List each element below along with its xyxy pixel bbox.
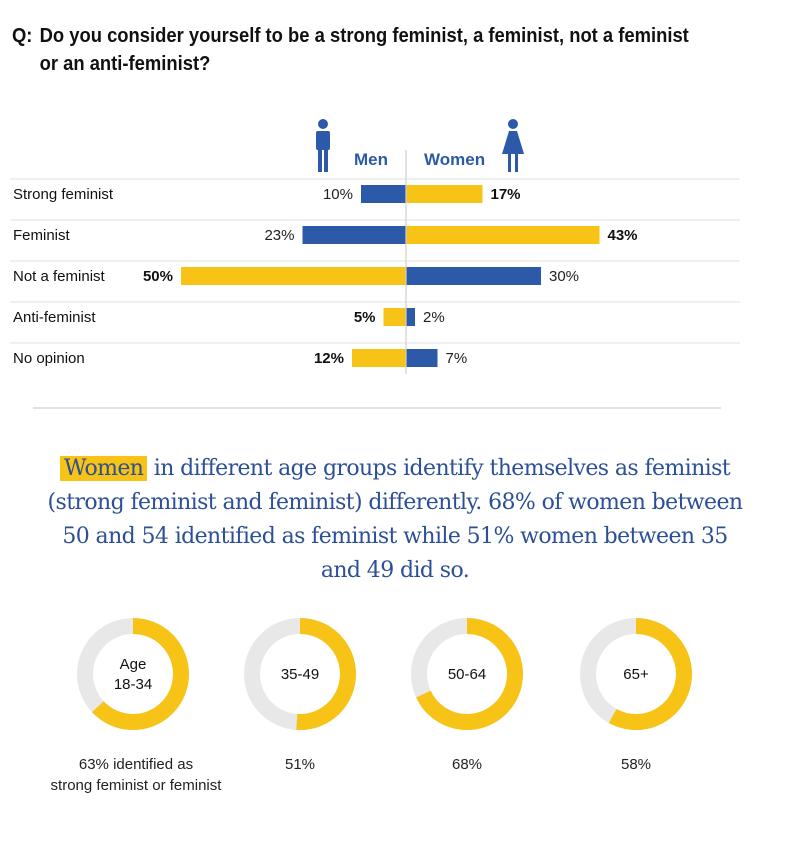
bar-men bbox=[383, 308, 406, 326]
bar-men bbox=[352, 349, 406, 367]
donut-arc bbox=[580, 618, 692, 730]
donut-age-18-34: Age 18-34 63% identified as strong feminist… bbox=[51, 618, 223, 794]
donut-arc bbox=[244, 618, 356, 730]
category-label: Anti-feminist bbox=[13, 309, 96, 326]
section-divider bbox=[33, 407, 721, 409]
diverging-bar-chart: Men Women Strong feminist 10% 17% Feminist 23%… bbox=[10, 119, 740, 374]
donut-center-label: 50-64 bbox=[448, 666, 486, 683]
bar-row: No opinion 12% 7% bbox=[13, 349, 467, 367]
value-label-men: 50% bbox=[143, 268, 173, 285]
bar-women bbox=[406, 267, 541, 285]
bar-men bbox=[361, 185, 406, 203]
category-label: Strong feminist bbox=[13, 186, 114, 203]
donut-arc bbox=[77, 618, 189, 730]
category-label: Feminist bbox=[13, 227, 71, 244]
bar-women bbox=[406, 185, 483, 203]
value-label-women: 17% bbox=[491, 186, 521, 203]
value-label-men: 10% bbox=[323, 186, 353, 203]
value-label-women: 2% bbox=[423, 309, 445, 326]
man-icon bbox=[316, 119, 330, 172]
donut-caption: 68% bbox=[452, 756, 482, 773]
donut-caption: strong feminist or feminist bbox=[51, 777, 223, 794]
donut-caption: 51% bbox=[285, 756, 315, 773]
donut-caption: 63% identified as bbox=[79, 756, 193, 773]
summary-text: Women in different age groups identify t… bbox=[40, 452, 750, 588]
value-label-men: 5% bbox=[354, 309, 376, 326]
category-label: Not a feminist bbox=[13, 268, 106, 285]
value-label-men: 23% bbox=[264, 227, 294, 244]
woman-icon bbox=[502, 119, 524, 172]
bar-men bbox=[302, 226, 406, 244]
bar-row: Feminist 23% 43% bbox=[13, 226, 638, 244]
donut-center-label: 35-49 bbox=[281, 666, 319, 683]
donut-arc bbox=[411, 618, 523, 730]
bar-women bbox=[406, 308, 415, 326]
value-label-women: 30% bbox=[549, 268, 579, 285]
donut-center-label: Age bbox=[120, 656, 147, 673]
donut-35-49: 35-49 51% bbox=[244, 618, 356, 773]
summary-body: in different age groups identify themsel… bbox=[47, 456, 744, 583]
value-label-women: 43% bbox=[608, 227, 638, 244]
question-title: Q: Do you consider yourself to be a stro… bbox=[12, 22, 711, 78]
question-prefix: Q: bbox=[12, 25, 33, 47]
summary-highlight: Women bbox=[59, 456, 148, 481]
bar-row: Strong feminist 10% 17% bbox=[13, 185, 521, 203]
category-label: No opinion bbox=[13, 350, 85, 367]
bar-women bbox=[406, 226, 600, 244]
value-label-women: 7% bbox=[446, 350, 468, 367]
value-label-men: 12% bbox=[314, 350, 344, 367]
legend-men: Men bbox=[354, 150, 388, 169]
bar-row: Anti-feminist 5% 2% bbox=[13, 308, 445, 326]
question-text: Do you consider yourself to be a strong … bbox=[39, 25, 689, 75]
bar-row: Not a feminist 50% 30% bbox=[13, 267, 579, 285]
donut-charts: Age 18-34 63% identified as strong feminist… bbox=[51, 618, 692, 794]
donut-65-: 65+ 58% bbox=[580, 618, 692, 773]
donut-center-label: 18-34 bbox=[114, 676, 152, 693]
bar-women bbox=[406, 349, 438, 367]
donut-caption: 58% bbox=[621, 756, 651, 773]
bar-men bbox=[181, 267, 406, 285]
donut-center-label: 65+ bbox=[623, 666, 649, 683]
donut-50-64: 50-64 68% bbox=[411, 618, 523, 773]
legend-women: Women bbox=[424, 150, 485, 169]
